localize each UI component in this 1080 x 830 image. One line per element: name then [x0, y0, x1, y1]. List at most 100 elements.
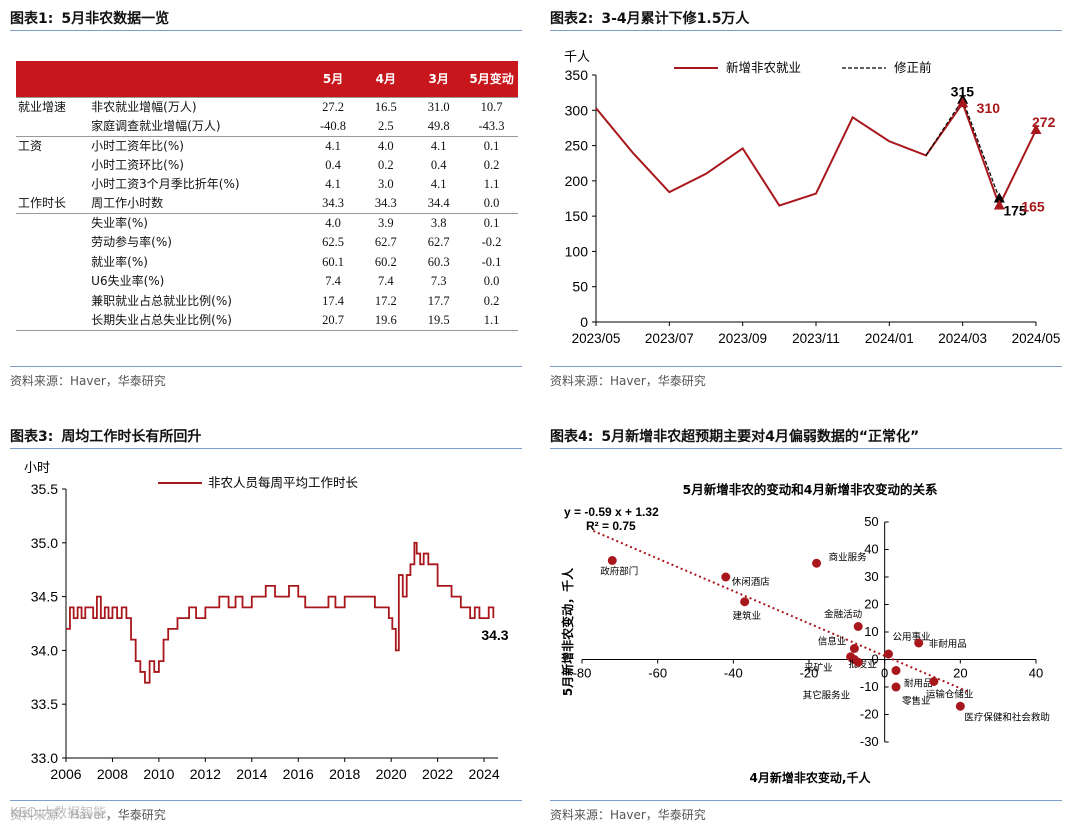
point-label: 采矿业 — [804, 662, 833, 674]
scatter-point — [607, 556, 617, 565]
value-cell: 0.4 — [325, 157, 341, 172]
y-tick-label: 34.0 — [31, 642, 58, 658]
value-cell: 4.1 — [306, 135, 360, 156]
data-label: 315 — [951, 84, 975, 100]
panel-title: 图表2: 3-4月累计下修1.5万人 — [550, 8, 749, 28]
y-tick-label: 0 — [580, 314, 588, 330]
scatter-point — [891, 666, 901, 675]
category-cell — [16, 272, 89, 291]
header-cell-blank — [16, 61, 90, 97]
x-tick-label: 2023/07 — [645, 331, 694, 346]
table-row: 劳动参与率(%) 62.5 62.7 62.7 -0.2 — [16, 233, 518, 252]
indicator-cell: 小时工资年比(%) — [89, 135, 307, 156]
scatter-point — [929, 677, 939, 686]
value-cell: 19.5 — [412, 310, 466, 331]
x-tick-label: 2018 — [329, 766, 360, 782]
value-cell: 10.7 — [465, 96, 518, 117]
y-tick-label: 150 — [565, 208, 589, 224]
y-tick-label: -20 — [860, 707, 879, 722]
y-tick-label: 50 — [572, 279, 588, 295]
source-rule — [10, 366, 522, 367]
x-tick-label: 2010 — [143, 766, 174, 782]
data-label: 272 — [1032, 114, 1056, 130]
panel-number: 图表3: — [10, 429, 54, 445]
panel-hours-chart: 图表3: 周均工作时长有所回升 小时 33.0 33.5 34.0 34.5 35.0 35.… — [10, 418, 522, 830]
x-axis-label: 4月新增非农变动,千人 — [750, 770, 872, 785]
marker-nfp — [993, 199, 1005, 210]
table-header-row: 5月 4月 3月 5月变动 — [16, 61, 518, 97]
y-tick-label: 10 — [864, 624, 878, 639]
x-tick-label: 20 — [953, 666, 967, 681]
marker-nfp — [1030, 124, 1042, 135]
y-tick-label: 35.0 — [31, 535, 58, 551]
data-label: 310 — [977, 100, 1001, 116]
value-cell: 3.8 — [412, 213, 466, 234]
source-rule — [550, 366, 1062, 367]
scatter-point — [740, 597, 750, 607]
value-cell: 0.0 — [483, 274, 500, 289]
point-label: 商业服务 — [829, 551, 868, 563]
y-tick-label: 20 — [864, 597, 878, 612]
y-tick-label: 34.5 — [31, 589, 58, 605]
point-label: 信息业 — [818, 636, 847, 648]
panel-title: 图表1: 5月非农数据一览 — [10, 8, 169, 28]
y-tick-label: 200 — [565, 173, 589, 189]
indicator-cell: U6失业率(%) — [91, 274, 165, 289]
value-cell: 31.0 — [412, 96, 466, 117]
table-row: 兼职就业占总就业比例(%) 17.4 17.2 17.7 0.2 — [16, 291, 518, 310]
x-tick-label: -20 — [800, 666, 819, 681]
value-cell: 4.0 — [359, 135, 413, 156]
point-label: 非耐用品 — [929, 638, 967, 650]
value-cell: 17.4 — [322, 293, 344, 308]
scatter-chart: 5月新增非农的变动和4月新增非农变动的关系 y = -0.59 x + 1.32R… — [560, 482, 1050, 785]
value-cell: 7.4 — [378, 274, 394, 289]
y-tick-label: 0 — [871, 652, 878, 667]
marker-nfp — [957, 97, 969, 108]
category-cell: 工作时长 — [18, 196, 67, 211]
indicator-cell: 小时工资环比(%) — [91, 157, 184, 172]
x-tick-label: 2024/05 — [1012, 331, 1061, 346]
x-tick-label: 2024/03 — [938, 331, 987, 346]
value-cell: 62.5 — [322, 235, 344, 250]
y-tick-label: 30 — [864, 569, 878, 584]
value-cell: 34.3 — [322, 196, 344, 211]
y-tick-label: 300 — [565, 102, 589, 118]
source-rule — [10, 800, 522, 801]
value-cell: 4.1 — [412, 135, 466, 156]
scatter-point — [853, 622, 863, 631]
legend-label: 新增非农就业 — [726, 60, 801, 75]
table-row: 家庭调查就业增幅(万人) -40.8 2.5 49.8 -43.3 — [16, 117, 518, 137]
indicator-cell: 长期失业占总失业比例(%) — [89, 310, 307, 331]
data-label: 175 — [1003, 203, 1027, 219]
point-label: 金融活动 — [824, 609, 862, 621]
x-tick-label: 2008 — [97, 766, 128, 782]
point-label: 批发业 — [848, 659, 877, 671]
revision-line-chart: 千人 0 50 100 150 200 250 300 350 2023/05 2023/07 202… — [564, 50, 1061, 346]
category-cell — [16, 117, 89, 137]
table-row: 就业率(%) 60.1 60.2 60.3 -0.1 — [16, 253, 518, 272]
value-cell: 1.1 — [483, 177, 500, 192]
y-tick-label: -10 — [860, 679, 879, 694]
y-tick-label: 250 — [565, 138, 589, 154]
value-cell: -40.8 — [320, 118, 347, 133]
y-tick-label: 40 — [864, 542, 878, 557]
point-label: 医疗保健和社会救助 — [964, 711, 1050, 723]
x-tick-label: -60 — [648, 666, 667, 681]
panel-revision-chart: 图表2: 3-4月累计下修1.5万人 千人 0 50 100 150 200 250 300 35… — [550, 0, 1062, 400]
value-cell: 60.1 — [322, 254, 344, 269]
value-cell: 16.5 — [359, 96, 413, 117]
value-cell: 4.1 — [325, 177, 341, 192]
value-cell: 0.2 — [378, 157, 394, 172]
x-tick-label: 2023/09 — [718, 331, 767, 346]
table-row: 长期失业占总失业比例(%) 20.7 19.6 19.5 1.1 — [16, 310, 518, 331]
table-row: U6失业率(%) 7.4 7.4 7.3 0.0 — [16, 272, 518, 291]
y-tick-label: 350 — [565, 67, 589, 83]
value-cell: 62.7 — [374, 235, 397, 250]
category-cell — [16, 213, 90, 234]
panel-title-text: 5月非农数据一览 — [61, 11, 170, 27]
table-body: 就业增速 非农就业增幅(万人) 27.2 16.5 31.0 10.7 家庭调查就业增幅(万… — [16, 96, 518, 331]
indicator-cell: 劳动参与率(%) — [91, 235, 172, 250]
value-cell: 0.4 — [430, 157, 447, 172]
x-tick-label: 2014 — [236, 766, 267, 782]
category-cell — [16, 175, 89, 194]
